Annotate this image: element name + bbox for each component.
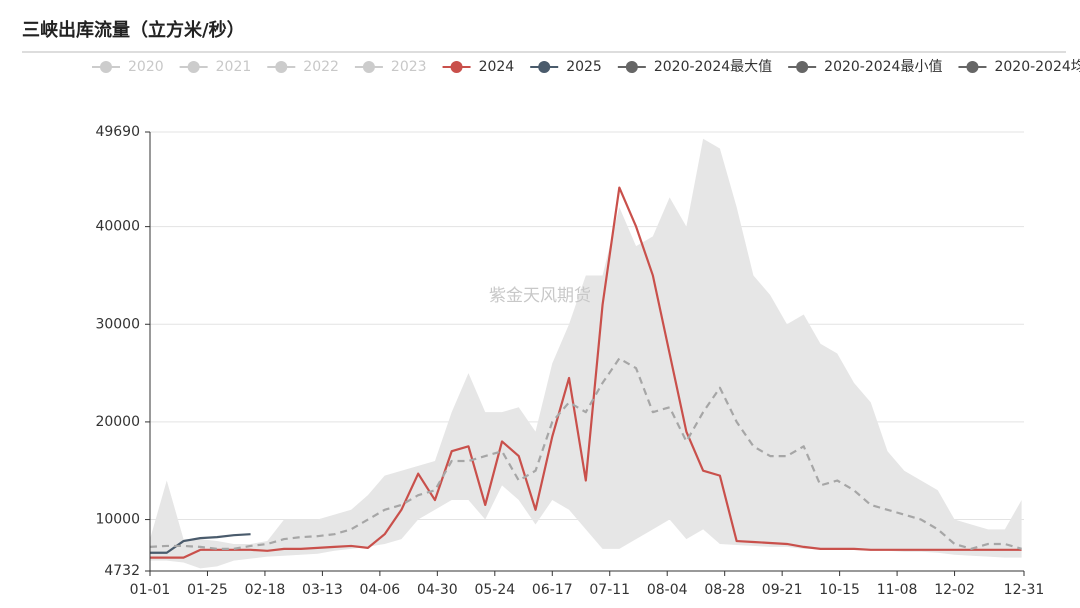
legend-label: 2020-2024最大值 xyxy=(654,59,772,75)
legend-item[interactable]: 2023 xyxy=(354,59,427,75)
legend-item[interactable]: 2020-2024最小值 xyxy=(788,59,942,75)
x-tick-label: 05-24 xyxy=(474,582,515,598)
legend-item[interactable]: 2022 xyxy=(267,59,339,75)
x-tick-label: 02-18 xyxy=(245,582,286,598)
legend-swatch xyxy=(450,61,463,73)
legend-label: 2020 xyxy=(128,59,164,75)
y-tick-label: 20000 xyxy=(95,414,140,430)
legend-label: 2024 xyxy=(479,59,515,75)
series-line xyxy=(149,357,1022,550)
range-band xyxy=(150,138,1022,569)
x-tick-label: 04-06 xyxy=(360,582,401,598)
legend-swatch xyxy=(796,61,809,73)
y-tick-label: 40000 xyxy=(95,219,140,235)
x-tick-label: 11-08 xyxy=(877,582,918,598)
x-tick-label: 08-28 xyxy=(704,582,745,598)
x-tick-label: 06-17 xyxy=(532,582,573,598)
series-line xyxy=(150,533,251,554)
legend-item[interactable]: 2020 xyxy=(92,59,164,75)
x-tick-label: 10-15 xyxy=(819,582,860,598)
x-tick-label: 12-31 xyxy=(1004,582,1045,598)
legend-label: 2021 xyxy=(216,59,252,75)
x-tick-label: 09-21 xyxy=(762,582,803,598)
x-tick-label: 04-30 xyxy=(417,582,458,598)
x-tick-label: 03-13 xyxy=(302,582,343,598)
y-tick-label: 10000 xyxy=(95,512,140,528)
x-tick-label: 08-04 xyxy=(647,582,688,598)
x-tick-label: 01-25 xyxy=(187,582,228,598)
chart-title: 三峡出库流量（立方米/秒） xyxy=(22,19,245,41)
legend-swatch xyxy=(275,61,288,73)
legend-label: 2022 xyxy=(303,59,339,75)
legend-label: 2025 xyxy=(566,59,602,75)
legend-label: 2020-2024最小值 xyxy=(824,59,942,75)
legend-item[interactable]: 2024 xyxy=(442,59,515,75)
x-tick-label: 12-02 xyxy=(934,582,975,598)
x-tick-label: 01-01 xyxy=(130,582,171,598)
legend-swatch xyxy=(187,61,200,73)
y-tick-label: 4732 xyxy=(104,563,140,579)
x-tick-label: 07-11 xyxy=(589,582,630,598)
series-line xyxy=(150,186,1022,559)
legend-item[interactable]: 2021 xyxy=(179,59,252,75)
legend-swatch xyxy=(100,61,112,73)
legend-label: 2023 xyxy=(391,59,427,75)
legend-swatch xyxy=(538,61,551,73)
legend-label: 2020-2024均值 xyxy=(994,59,1080,75)
plot-area: 紫金天风期货 xyxy=(149,131,1024,572)
legend-swatch xyxy=(362,61,375,73)
legend-item[interactable]: 2020-2024最大值 xyxy=(617,59,772,75)
legend-item[interactable]: 2025 xyxy=(530,59,602,75)
legend-item[interactable]: 2020-2024均值 xyxy=(958,59,1080,75)
y-tick-label: 49690 xyxy=(95,124,140,140)
y-tick-label: 30000 xyxy=(95,316,140,332)
watermark: 紫金天风期货 xyxy=(489,286,591,306)
legend-swatch xyxy=(625,61,638,73)
legend-swatch xyxy=(966,61,979,73)
